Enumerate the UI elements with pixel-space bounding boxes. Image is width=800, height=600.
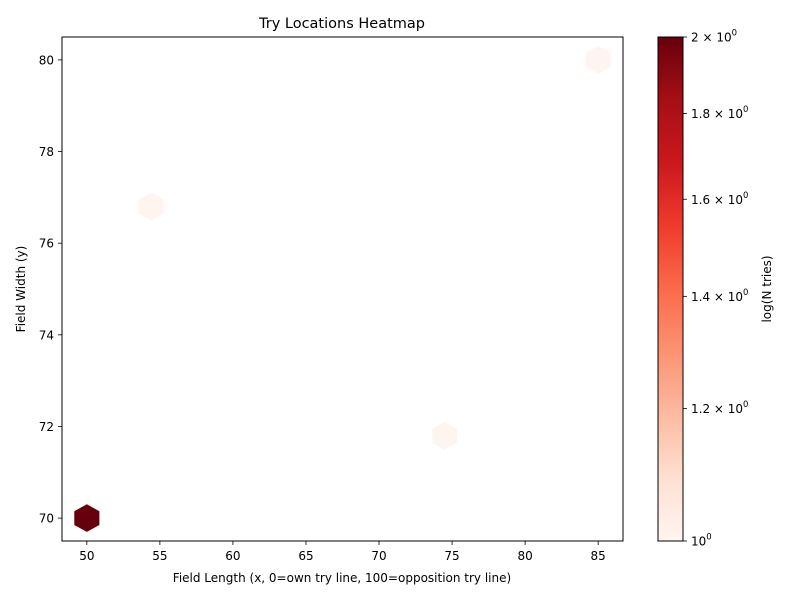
x-tick-label: 50: [79, 549, 94, 563]
colorbar: [657, 36, 684, 542]
x-tick-label: 70: [371, 549, 386, 563]
x-tick-label: 55: [152, 549, 167, 563]
y-axis-label: Field Width (y): [14, 246, 28, 333]
colorbar-tick-label: 2 × 100: [691, 29, 737, 45]
x-tick-label: 85: [591, 549, 606, 563]
x-tick-label: 75: [444, 549, 459, 563]
x-axis-label: Field Length (x, 0=own try line, 100=opp…: [173, 571, 511, 585]
y-tick-label: 74: [39, 328, 54, 342]
y-tick-label: 70: [39, 512, 54, 526]
x-tick-label: 60: [225, 549, 240, 563]
hex-cell-2: [432, 421, 458, 450]
x-tick-label: 65: [298, 549, 313, 563]
colorbar-tick-label: 100: [691, 533, 712, 549]
colorbar-tick-label: 1.4 × 100: [691, 288, 748, 304]
x-tick-label: 80: [517, 549, 532, 563]
colorbar-label: log(N tries): [760, 255, 774, 322]
plot-area: [62, 37, 623, 541]
y-tick-label: 76: [39, 237, 54, 251]
hex-cell-3: [585, 46, 611, 74]
plot-frame: [61, 36, 624, 542]
colorbar-tick-label: 1.6 × 100: [691, 191, 748, 207]
y-tick-label: 72: [39, 420, 54, 434]
colorbar-tick-label: 1.2 × 100: [691, 400, 748, 416]
hex-cell-1: [138, 192, 164, 221]
x-axis: 50 55 60 65 70 75 80 85: [79, 541, 606, 563]
y-tick-label: 78: [39, 145, 54, 159]
hexbin-cells: [74, 46, 611, 532]
y-axis: 70 72 74 76 78 80: [39, 53, 62, 526]
chart-title: Try Locations Heatmap: [258, 16, 425, 32]
colorbar-tick-label: 1.8 × 100: [691, 105, 748, 121]
hex-cell-0: [74, 504, 100, 532]
y-tick-label: 80: [39, 53, 54, 67]
colorbar-axis: 100 1.2 × 100 1.4 × 100 1.6 × 100 1.8 × 100 2…: [683, 29, 748, 549]
